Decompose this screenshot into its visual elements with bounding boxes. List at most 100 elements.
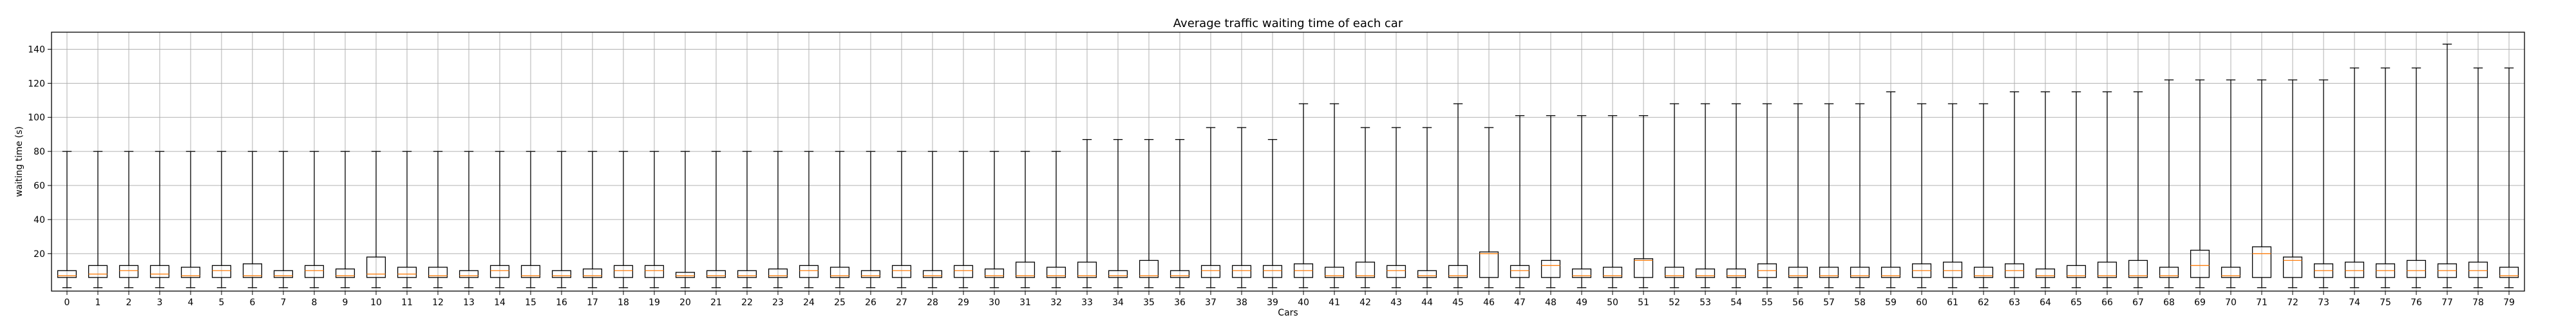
x-tick-label: 78	[2472, 298, 2484, 308]
box-car-18	[613, 151, 634, 289]
iqr-box	[366, 256, 386, 278]
box-car-78	[2468, 67, 2488, 289]
x-tick-label: 2	[126, 298, 132, 308]
iqr-box	[1231, 265, 1252, 278]
iqr-box	[1540, 260, 1561, 278]
x-tick-label: 40	[1298, 298, 1309, 308]
box-car-41	[1324, 103, 1345, 289]
box-car-62	[1973, 103, 1994, 289]
iqr-box	[1386, 265, 1406, 278]
x-tick-label: 12	[432, 298, 444, 308]
iqr-box	[1664, 267, 1685, 278]
x-tick-label: 48	[1545, 298, 1557, 308]
x-tick-label: 50	[1607, 298, 1618, 308]
box-car-27	[891, 151, 912, 289]
x-tick-label: 54	[1730, 298, 1742, 308]
x-tick-label: 39	[1267, 298, 1278, 308]
x-tick-label: 13	[463, 298, 475, 308]
box-car-51	[1633, 115, 1654, 289]
iqr-box	[613, 265, 634, 278]
box-car-58	[1850, 103, 1870, 289]
box-car-13	[459, 151, 479, 289]
box-car-56	[1788, 103, 1808, 289]
box-car-32	[1046, 151, 1066, 289]
box-car-59	[1880, 91, 1901, 289]
x-tick-label: 33	[1081, 298, 1093, 308]
x-tick-label: 16	[556, 298, 567, 308]
box-car-44	[1417, 127, 1437, 289]
x-tick-label: 14	[494, 298, 506, 308]
box-car-55	[1757, 103, 1777, 289]
x-tick-label: 66	[2101, 298, 2113, 308]
x-tick-label: 3	[157, 298, 163, 308]
x-tick-label: 23	[772, 298, 784, 308]
iqr-box	[737, 270, 757, 278]
x-tick-label: 43	[1390, 298, 1402, 308]
box-car-79	[2499, 67, 2519, 289]
iqr-box	[644, 265, 665, 278]
iqr-box	[1170, 270, 1190, 278]
iqr-box	[1015, 261, 1036, 278]
box-car-42	[1355, 127, 1376, 289]
iqr-box	[149, 265, 170, 278]
box-car-0	[57, 151, 77, 289]
y-axis-ticks: 20 40 60 80 100 120 140	[28, 44, 52, 260]
box-car-14	[489, 151, 510, 289]
x-tick-label: 17	[587, 298, 598, 308]
iqr-box	[1108, 270, 1128, 278]
iqr-box	[180, 267, 201, 278]
iqr-box	[1417, 270, 1437, 278]
box-car-40	[1293, 103, 1314, 289]
box-car-68	[2159, 79, 2179, 289]
y-tick-label: 140	[28, 44, 45, 55]
box-car-3	[149, 151, 170, 289]
iqr-box	[242, 263, 263, 278]
iqr-box	[1571, 268, 1592, 278]
x-tick-label: 22	[741, 298, 753, 308]
iqr-box	[1448, 265, 1468, 278]
iqr-box	[2468, 261, 2488, 278]
x-tick-label: 20	[679, 298, 691, 308]
x-tick-label: 36	[1174, 298, 1186, 308]
iqr-box	[489, 265, 510, 278]
iqr-box	[706, 270, 726, 278]
x-tick-label: 37	[1205, 298, 1217, 308]
iqr-box	[1510, 265, 1530, 278]
iqr-box	[984, 268, 1005, 278]
x-tick-label: 76	[2410, 298, 2422, 308]
x-tick-label: 30	[989, 298, 1000, 308]
box-car-61	[1942, 103, 1963, 289]
box-car-64	[2035, 91, 2056, 289]
x-tick-label: 8	[312, 298, 317, 308]
x-tick-label: 57	[1823, 298, 1835, 308]
iqr-box	[1788, 267, 1808, 278]
box-car-54	[1726, 103, 1747, 289]
iqr-box	[2499, 267, 2519, 278]
box-car-77	[2437, 43, 2458, 289]
box-car-26	[860, 151, 881, 289]
x-tick-label: 34	[1112, 298, 1124, 308]
box-car-52	[1664, 103, 1685, 289]
x-tick-label: 42	[1359, 298, 1371, 308]
x-tick-label: 74	[2349, 298, 2360, 308]
box-car-60	[1911, 103, 1932, 289]
x-tick-label: 56	[1792, 298, 1804, 308]
box-car-29	[953, 151, 974, 289]
box-car-67	[2128, 91, 2148, 289]
x-tick-label: 28	[927, 298, 938, 308]
x-tick-label: 1	[95, 298, 101, 308]
x-tick-label: 4	[188, 298, 194, 308]
x-tick-label: 75	[2380, 298, 2391, 308]
box-car-6	[242, 151, 263, 289]
iqr-box	[2344, 261, 2365, 278]
box-car-17	[582, 151, 603, 289]
box-car-34	[1108, 138, 1128, 289]
box-car-69	[2190, 79, 2210, 289]
iqr-box	[2190, 249, 2210, 278]
box-car-35	[1139, 138, 1159, 289]
box-car-50	[1602, 115, 1623, 289]
box-car-11	[397, 151, 417, 289]
box-car-37	[1200, 127, 1221, 289]
iqr-box	[459, 270, 479, 278]
